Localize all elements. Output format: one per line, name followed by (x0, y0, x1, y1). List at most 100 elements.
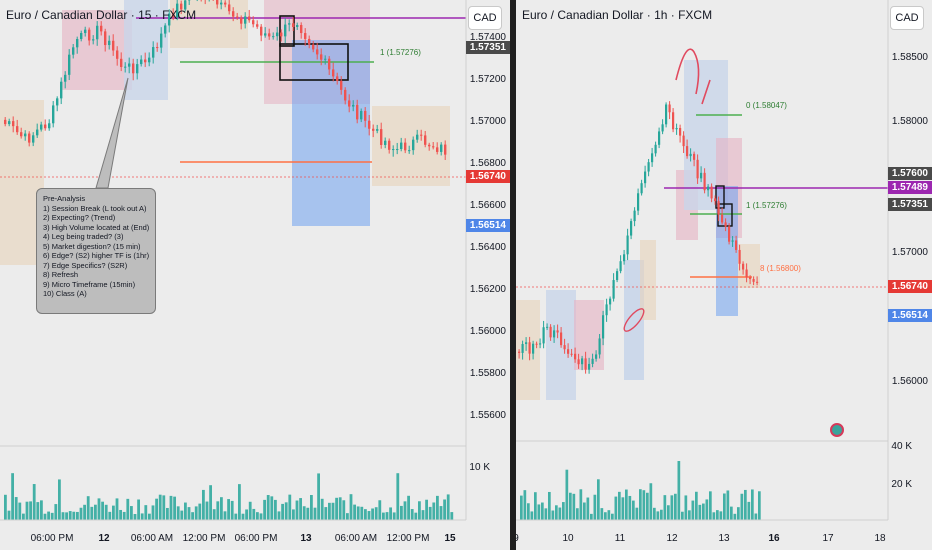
candle-body (184, 0, 187, 10)
drawn-ellipse (623, 308, 645, 332)
volume-bar (252, 508, 256, 520)
pane-divider[interactable] (510, 0, 516, 550)
candle-body (64, 74, 67, 82)
volume-bar (97, 498, 101, 520)
candle-body (616, 271, 619, 281)
candle-body (651, 153, 654, 163)
candle-body (124, 66, 127, 68)
volume-bar (14, 497, 18, 520)
candle-body (92, 39, 95, 41)
candle-body (40, 124, 43, 130)
candle-body (598, 338, 601, 355)
candle-body (408, 150, 411, 152)
candle-body (232, 11, 235, 17)
volume-bar (79, 507, 83, 520)
volume-bar (209, 485, 212, 520)
pre-analysis-note[interactable]: Pre-Analysis 1) Session Break (L took ou… (36, 188, 156, 314)
session-zone (372, 106, 450, 186)
volume-bar (108, 511, 112, 520)
volume-axis-label: 20 K (891, 479, 912, 490)
candle-body (4, 119, 7, 125)
chart-canvas-15min[interactable] (0, 0, 510, 550)
volume-bar (385, 512, 389, 520)
candle-body (609, 298, 612, 305)
volume-bar (396, 473, 400, 520)
candle-body (164, 25, 167, 34)
chart-pane-1h[interactable]: Euro / Canadian Dollar · 1h · FXCM 0 (1.… (516, 0, 932, 550)
price-axis-label: 1.57000 (469, 116, 506, 127)
volume-bar (439, 506, 443, 520)
volume-bar (403, 501, 407, 520)
fib-level-one-label: 1 (1.57276) (746, 201, 787, 210)
candle-body (272, 36, 275, 38)
price-tag-target: 1.56514 (465, 219, 510, 232)
candle-body (584, 358, 587, 370)
candle-body (563, 345, 566, 350)
volume-bar (317, 473, 320, 520)
candle-body (56, 98, 59, 106)
candle-body (396, 149, 399, 151)
volume-bar (702, 503, 705, 520)
candle-body (280, 32, 283, 37)
volume-bar (600, 508, 604, 520)
price-axis-label: 1.56200 (469, 284, 506, 295)
volume-bar (76, 511, 79, 520)
candle-body (48, 123, 51, 129)
candle-body (661, 124, 664, 132)
volume-axis-label: 40 K (891, 441, 912, 452)
volume-bar (670, 495, 674, 520)
chart-canvas-1h[interactable] (516, 0, 932, 550)
time-axis-label: 13 (718, 533, 730, 544)
candle-body (252, 20, 255, 25)
candle-body (602, 315, 605, 339)
volume-bar (187, 507, 191, 520)
candle-body (168, 13, 171, 26)
volume-bar (18, 502, 22, 520)
volume-bar (191, 512, 194, 520)
volume-axis-label: 10 K (469, 462, 490, 473)
volume-bar (270, 496, 274, 520)
volume-bar (47, 511, 50, 520)
price-axis-label: 1.58500 (891, 52, 928, 63)
candle-body (745, 269, 748, 278)
candle-body (332, 69, 335, 77)
candle-body (521, 344, 524, 353)
volume-bar (263, 499, 266, 520)
volume-bar (349, 494, 353, 520)
target-icon[interactable] (830, 423, 844, 437)
volume-bar (256, 512, 259, 520)
candle-body (60, 81, 63, 99)
volume-bar (292, 509, 295, 520)
candle-body (128, 63, 131, 67)
time-axis-label: 13 (300, 533, 312, 544)
volume-bar (338, 497, 342, 520)
candle-body (703, 172, 706, 191)
candle-body (88, 29, 91, 41)
currency-button[interactable]: CAD (468, 6, 502, 30)
volume-bar (101, 501, 104, 520)
candle-body (328, 58, 331, 70)
note-line: 6) Edge? (S2) higher TF is (1hr) (43, 251, 150, 260)
chart-pane-15min[interactable]: Euro / Canadian Dollar · 15 · FXCM Pre-A… (0, 0, 510, 550)
candle-body (316, 49, 319, 55)
volume-bar (737, 507, 740, 520)
candle-body (574, 353, 577, 360)
volume-bar (541, 502, 544, 520)
volume-bar (656, 511, 660, 520)
session-zone (624, 260, 644, 380)
volume-bar (628, 495, 632, 520)
price-axis-label: 1.56600 (469, 200, 506, 211)
candle-body (344, 89, 347, 101)
volume-bar (356, 506, 360, 520)
volume-bar (730, 506, 733, 520)
candle-body (672, 112, 675, 130)
candle-body (80, 33, 83, 40)
volume-bar (425, 499, 428, 520)
chart-title: Euro / Canadian Dollar · 1h · FXCM (522, 8, 713, 22)
candle-body (647, 162, 650, 172)
candle-body (623, 254, 626, 262)
volume-bar (677, 461, 681, 520)
currency-button[interactable]: CAD (890, 6, 924, 30)
candle-body (630, 221, 633, 236)
candle-body (665, 104, 668, 125)
